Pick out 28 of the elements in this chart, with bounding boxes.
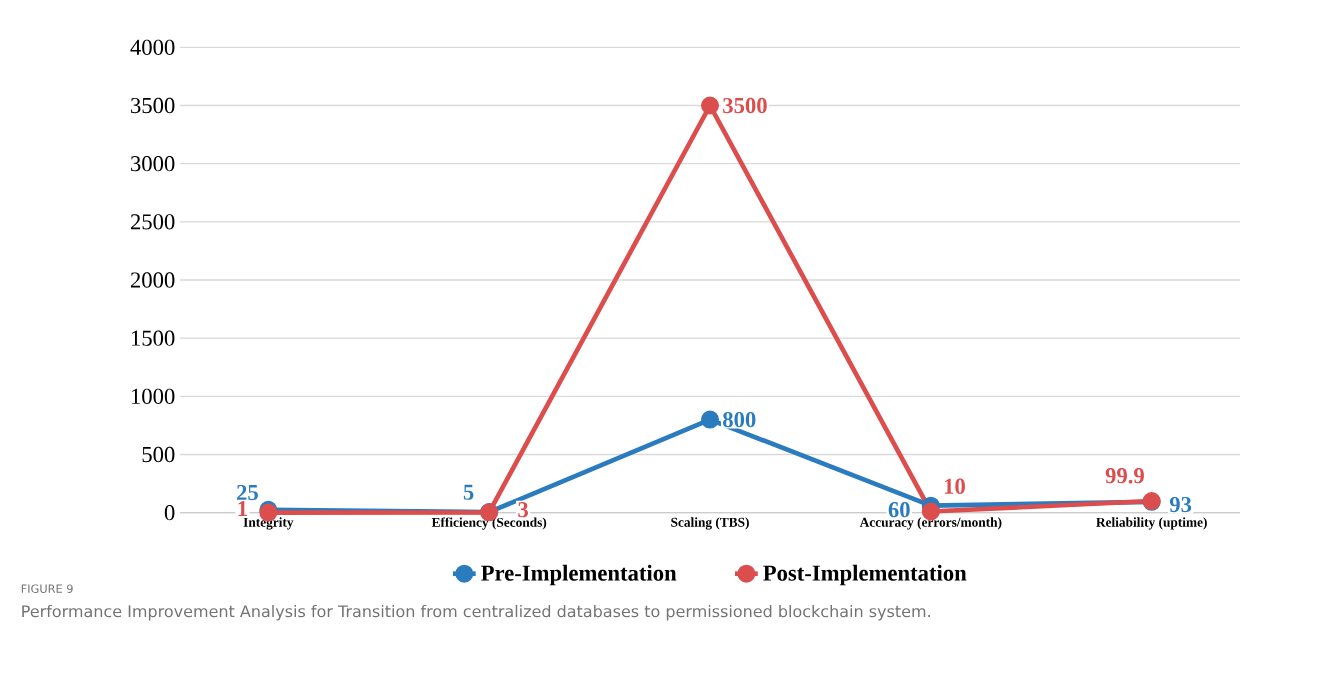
y-tick-label: 1000 (131, 388, 175, 404)
data-label: 5 (463, 484, 474, 500)
data-label: 25 (237, 484, 258, 501)
data-label: 3 (518, 502, 528, 518)
y-tick-label: 3500 (131, 97, 175, 114)
y-tick-label: 2000 (130, 272, 175, 288)
data-label: 1 (238, 501, 247, 517)
y-tick-label: 2500 (130, 214, 175, 230)
x-tick-label: Accuracy (errors/month) (859, 517, 1002, 530)
y-tick-label: 500 (142, 446, 175, 463)
text: Performance Improvement Analysis for Transition from centralized databases to permissioned blockchain system. (22, 604, 930, 621)
data-label: 60 (888, 502, 910, 518)
x-tick-label: Integrity (243, 517, 294, 530)
legend-label: Pre-Implementation (481, 564, 677, 586)
y-tick-label: 1500 (131, 330, 175, 346)
legend-label: Post-Implementation (763, 564, 967, 586)
x-tick-label: Efficiency (Seconds) (431, 517, 547, 530)
y-tick-label: 3000 (131, 156, 175, 172)
y-tick-label: 0 (164, 505, 175, 521)
y-tick-label: 4000 (130, 39, 175, 55)
data-label: 93 (1169, 496, 1192, 513)
data-label: 3500 (723, 97, 767, 114)
data-label: 800 (723, 411, 756, 428)
x-tick-label: Scaling (TBS) (671, 517, 749, 530)
x-tick-label: Reliability (uptime) (1096, 517, 1207, 530)
caption: FIGURE 9 (21, 584, 73, 593)
data-label: 99.9 (1105, 468, 1144, 484)
data-label: 10 (944, 478, 965, 494)
